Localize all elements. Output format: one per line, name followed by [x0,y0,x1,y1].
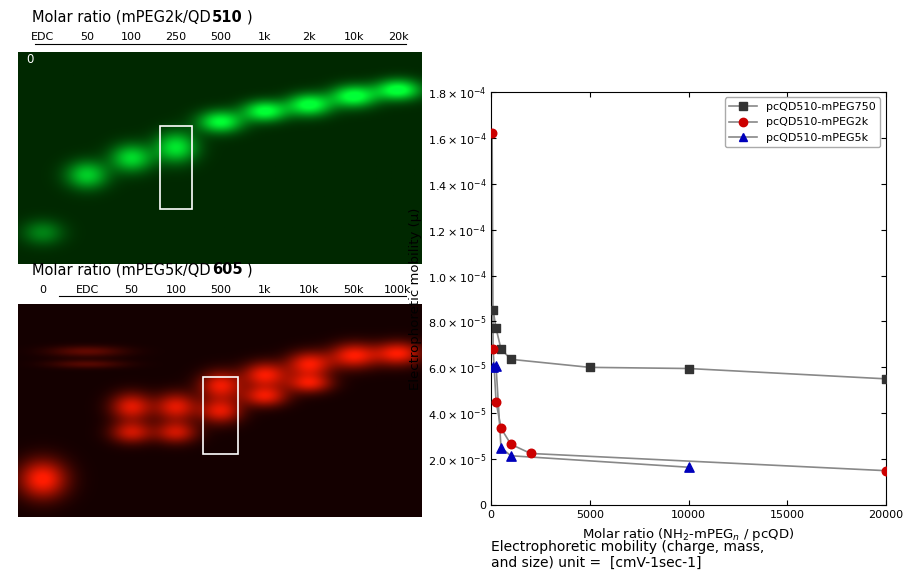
Text: 50k: 50k [343,285,364,294]
Point [504,440,519,449]
Point [494,443,509,452]
Text: 0: 0 [26,53,33,66]
Bar [160,126,192,210]
Text: 50: 50 [80,32,94,42]
Point [488,397,503,406]
Point [488,324,503,333]
Text: 100k: 100k [385,285,412,294]
Text: 20k: 20k [387,32,409,42]
Text: 250: 250 [165,32,186,42]
Text: ): ) [247,262,252,277]
Text: 510: 510 [212,10,242,25]
Text: 10k: 10k [343,32,364,42]
Text: 2k: 2k [302,32,316,42]
Point [879,466,893,475]
Text: Electrophoretic mobility (charge, mass,
and size) unit =  [cmV-1sec-1]: Electrophoretic mobility (charge, mass, … [491,540,765,570]
Text: Molar ratio (mPEG5k/QD: Molar ratio (mPEG5k/QD [32,262,211,277]
Point [494,344,509,354]
Text: 1k: 1k [258,32,272,42]
Text: 10k: 10k [299,285,319,294]
Point [523,449,538,458]
Point [494,424,509,433]
Point [504,451,519,460]
Text: Molar ratio (mPEG2k/QD: Molar ratio (mPEG2k/QD [32,10,211,25]
Point [486,363,500,372]
Point [485,129,499,138]
Text: ): ) [247,10,252,25]
Point [504,355,519,364]
Text: EDC: EDC [75,285,98,294]
Point [879,374,893,383]
Point [488,362,503,371]
Text: 50: 50 [125,285,139,294]
Point [486,344,500,354]
Text: 605: 605 [212,262,242,277]
Y-axis label: Electrophoretic mobility (μ): Electrophoretic mobility (μ) [409,207,422,390]
Text: 1k: 1k [258,285,272,294]
Text: 500: 500 [210,285,230,294]
Point [486,305,500,315]
Text: 500: 500 [210,32,230,42]
X-axis label: Molar ratio (NH$_2$-mPEG$_n$ / pcQD): Molar ratio (NH$_2$-mPEG$_n$ / pcQD) [582,526,795,542]
Text: 100: 100 [121,32,142,42]
Point [583,363,598,372]
Bar [203,377,238,455]
Text: 100: 100 [165,285,186,294]
Point [681,364,696,373]
Text: EDC: EDC [31,32,54,42]
Text: 0: 0 [39,285,46,294]
Legend: pcQD510-mPEG750, pcQD510-mPEG2k, pcQD510-mPEG5k: pcQD510-mPEG750, pcQD510-mPEG2k, pcQD510… [725,98,880,148]
Point [681,463,696,472]
